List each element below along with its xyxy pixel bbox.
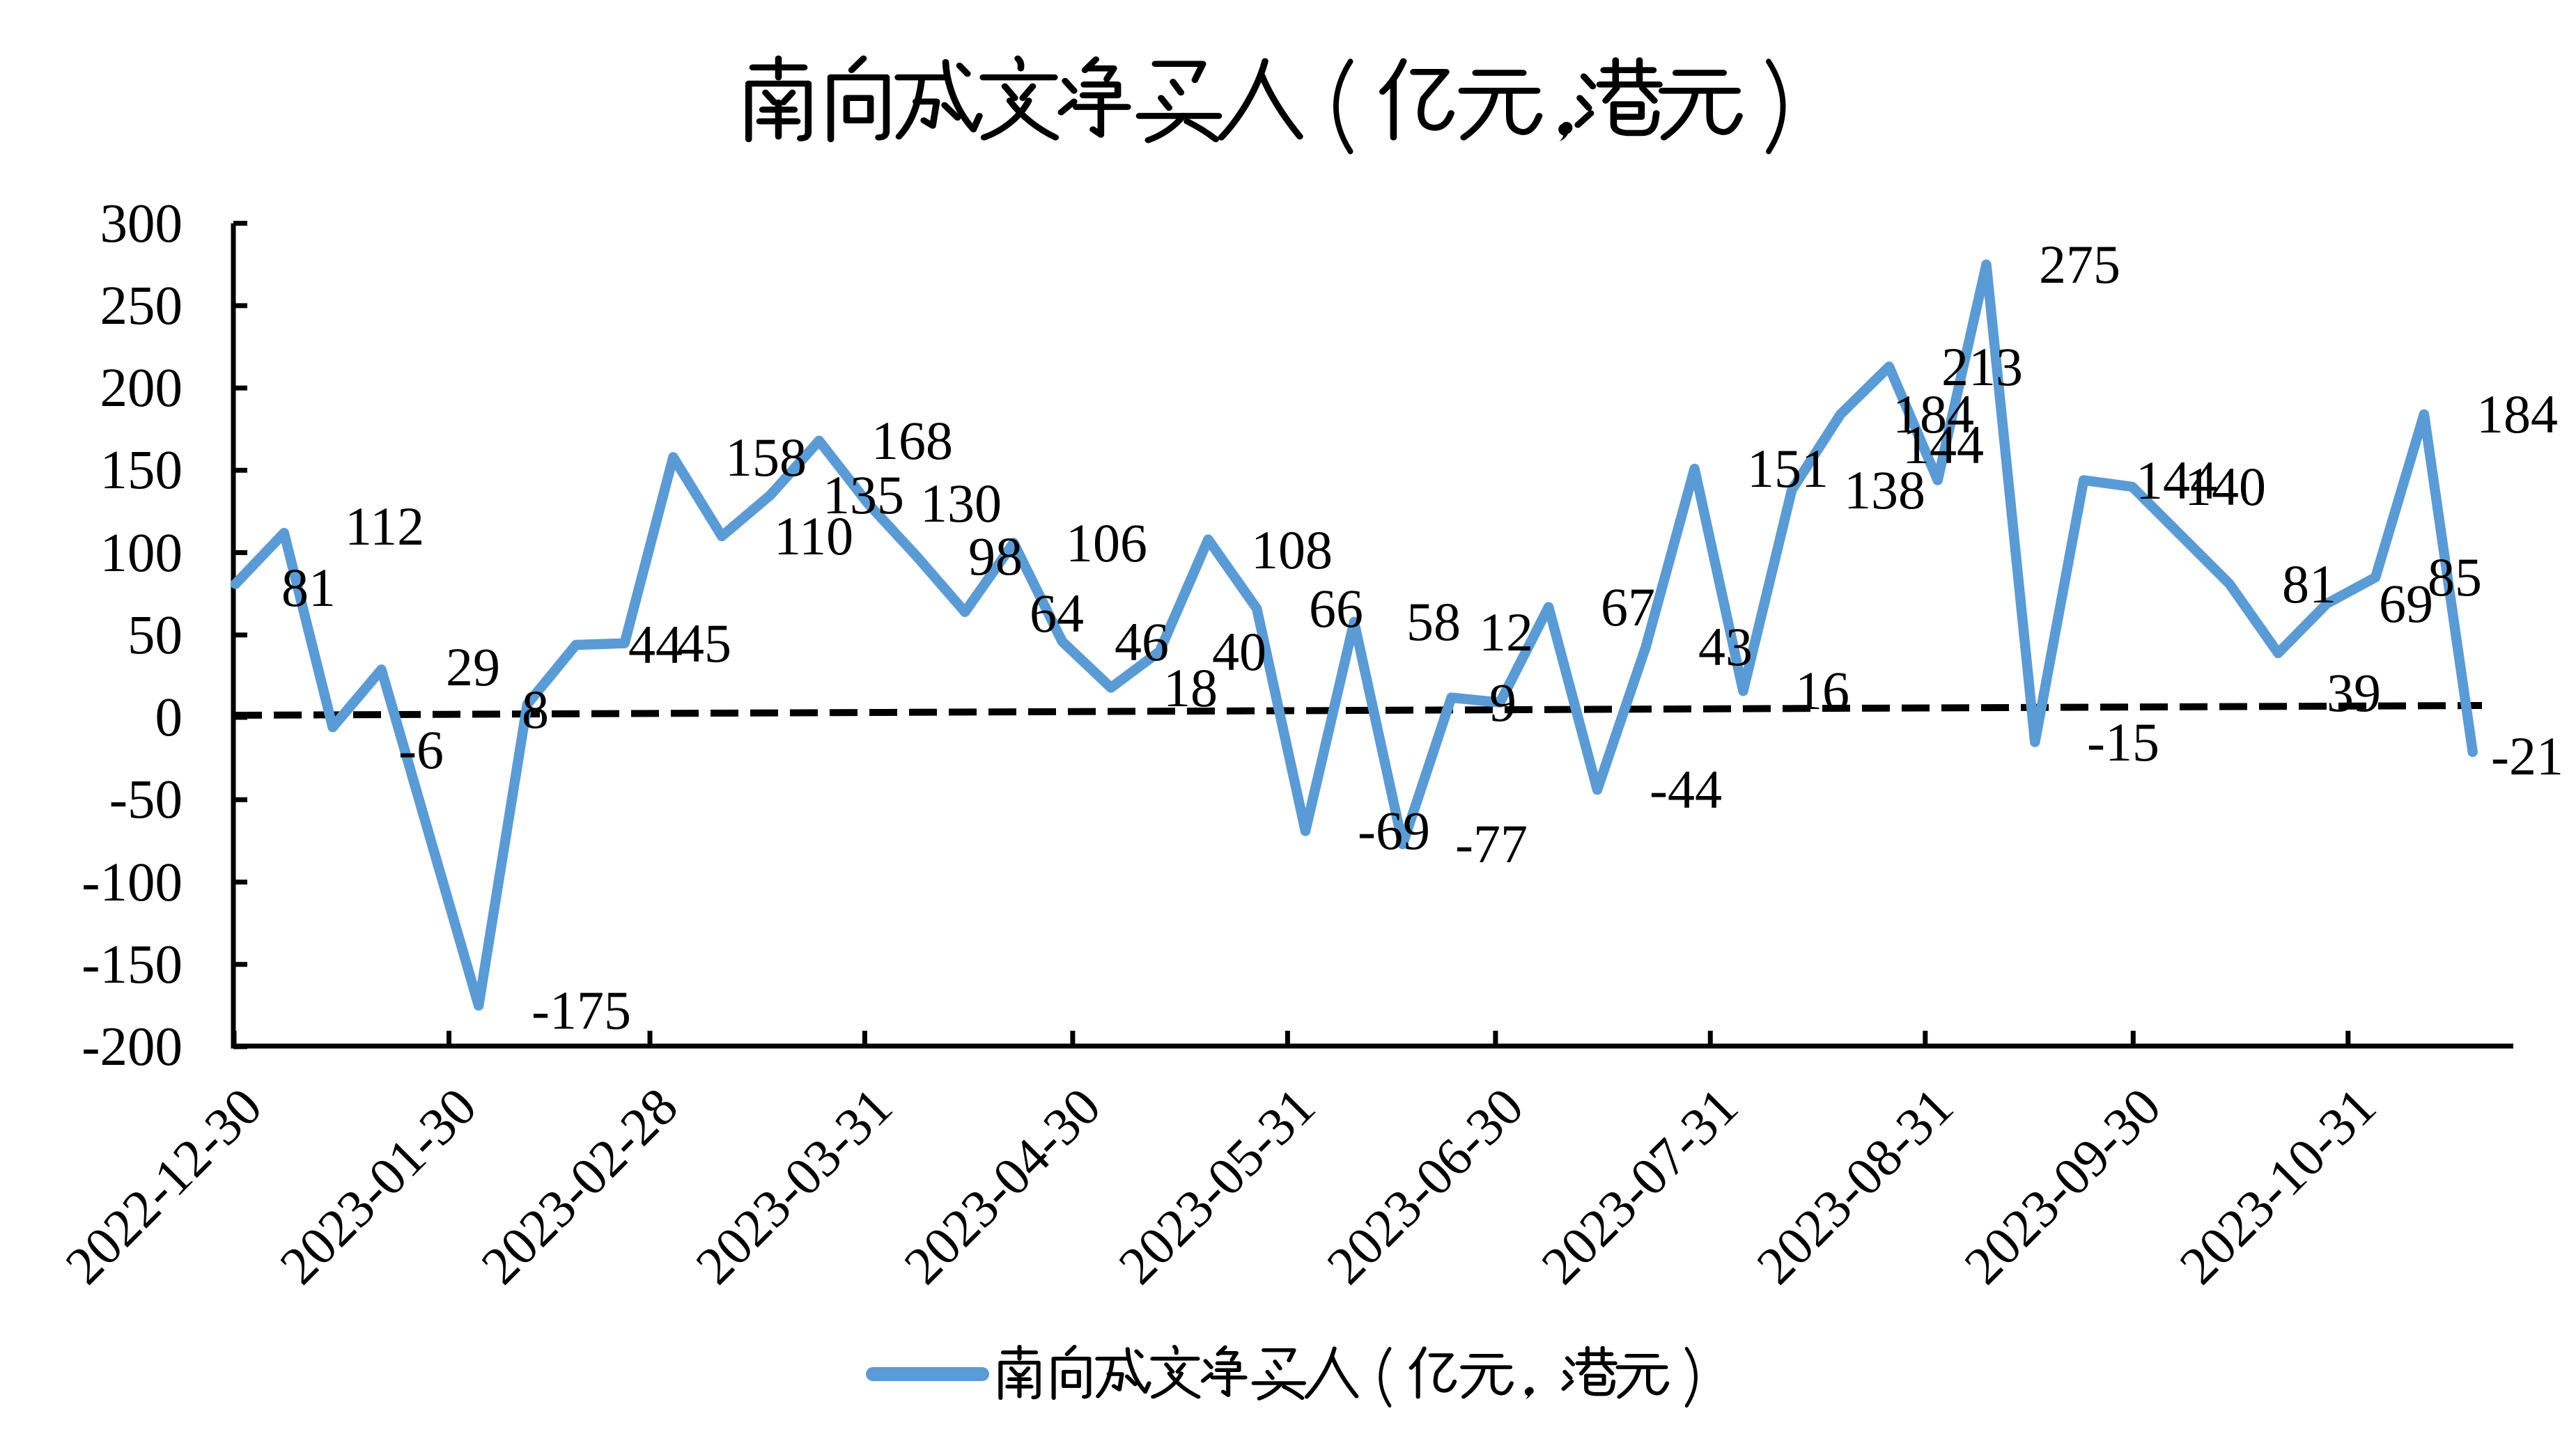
- svg-text:138: 138: [1844, 460, 1925, 520]
- svg-text:144: 144: [1902, 414, 1984, 475]
- svg-text:168: 168: [871, 410, 953, 471]
- svg-text:39: 39: [2327, 662, 2381, 723]
- svg-text:106: 106: [1066, 513, 1147, 573]
- svg-text:-100: -100: [82, 852, 183, 913]
- svg-text:110: 110: [774, 506, 853, 566]
- svg-text:98: 98: [968, 526, 1023, 586]
- svg-text:108: 108: [1251, 520, 1333, 580]
- svg-text:158: 158: [725, 427, 807, 488]
- svg-text:-44: -44: [1650, 759, 1722, 820]
- svg-text:58: 58: [1406, 591, 1461, 652]
- svg-text:46: 46: [1115, 611, 1169, 672]
- svg-text:18: 18: [1163, 657, 1218, 718]
- svg-text:200: 200: [100, 358, 183, 419]
- svg-text:213: 213: [1941, 336, 2023, 397]
- svg-text:-77: -77: [1455, 813, 1528, 874]
- svg-text:130: 130: [920, 473, 1002, 533]
- svg-text:43: 43: [1698, 616, 1753, 677]
- svg-text:100: 100: [100, 523, 183, 584]
- svg-text:135: 135: [823, 465, 904, 525]
- svg-text:69: 69: [2379, 573, 2433, 634]
- svg-text:64: 64: [1030, 583, 1084, 644]
- svg-text:300: 300: [100, 194, 183, 254]
- svg-text:16: 16: [1795, 660, 1849, 721]
- svg-text:45: 45: [677, 613, 731, 673]
- svg-text:29: 29: [446, 637, 500, 697]
- svg-text:184: 184: [1893, 384, 1974, 444]
- svg-text:-6: -6: [398, 719, 444, 780]
- svg-text:144: 144: [2136, 450, 2217, 510]
- svg-text:250: 250: [100, 276, 183, 336]
- svg-text:-69: -69: [1358, 800, 1430, 861]
- svg-text:12: 12: [1479, 602, 1533, 662]
- svg-text:85: 85: [2428, 547, 2482, 607]
- svg-text:66: 66: [1309, 578, 1363, 639]
- svg-text:-175: -175: [532, 980, 631, 1040]
- svg-text:50: 50: [127, 605, 183, 666]
- svg-text:-150: -150: [82, 935, 183, 995]
- svg-text:40: 40: [1212, 621, 1266, 682]
- svg-text:151: 151: [1747, 438, 1829, 499]
- svg-text:275: 275: [2039, 234, 2120, 295]
- svg-text:-15: -15: [2087, 712, 2159, 772]
- svg-text:112: 112: [345, 496, 424, 556]
- svg-text:67: 67: [1601, 577, 1655, 637]
- svg-text:81: 81: [281, 557, 336, 618]
- svg-text:8: 8: [522, 679, 549, 740]
- svg-text:44: 44: [628, 614, 683, 675]
- svg-text:0: 0: [155, 687, 183, 748]
- svg-text:-200: -200: [82, 1017, 183, 1077]
- svg-text:9: 9: [1489, 672, 1516, 733]
- svg-text:-50: -50: [109, 770, 183, 830]
- svg-text:150: 150: [100, 440, 183, 501]
- svg-text:-21: -21: [2491, 726, 2563, 786]
- svg-text:140: 140: [2185, 456, 2266, 517]
- svg-text:184: 184: [2476, 384, 2558, 444]
- svg-text:81: 81: [2282, 554, 2336, 614]
